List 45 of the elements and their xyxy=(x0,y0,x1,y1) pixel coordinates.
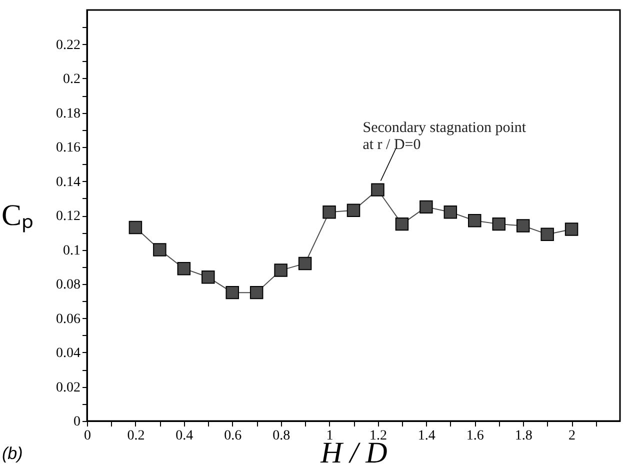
y-tick-label: 0.1 xyxy=(63,243,80,258)
y-tick-label: 0.16 xyxy=(56,140,80,156)
point xyxy=(298,256,312,270)
x-tick-label: 2 xyxy=(568,428,576,444)
y-tick-label: 0.06 xyxy=(56,312,80,327)
y-tick-label: 0 xyxy=(74,414,80,430)
point xyxy=(250,286,264,300)
y-tick-label: 0.04 xyxy=(56,346,80,361)
y-tick-label: 0.22 xyxy=(56,38,80,53)
x-tick-label: 1.4 xyxy=(418,428,436,444)
point xyxy=(202,270,215,284)
point xyxy=(274,264,288,277)
x-tick-label: 1.6 xyxy=(466,428,484,444)
point xyxy=(322,205,336,219)
point xyxy=(516,219,530,232)
point xyxy=(371,183,384,196)
x-tick-label: 0 xyxy=(84,428,91,444)
point xyxy=(153,243,166,256)
point xyxy=(128,220,142,234)
y-tick-label: 0.2 xyxy=(63,72,80,87)
x-tick-label: 0.6 xyxy=(224,428,242,444)
point xyxy=(444,205,458,219)
x-tick-label: 0.8 xyxy=(272,428,290,444)
y-tick-label: 0.08 xyxy=(56,278,80,292)
point xyxy=(492,217,506,231)
y-tick-label: 0.12 xyxy=(56,209,80,224)
point xyxy=(346,204,360,217)
point xyxy=(564,222,578,236)
y-tick-label: 0.02 xyxy=(56,380,80,396)
annotation: Secondary stagnation point at r / D=0 xyxy=(362,120,527,153)
text: (b) xyxy=(2,444,23,463)
y-tick-label: 0.14 xyxy=(56,174,80,190)
y-axis-title: Cₚ xyxy=(1,199,34,233)
x-tick-label: 0.2 xyxy=(127,428,145,444)
x-tick-label: 1 xyxy=(326,428,334,444)
point xyxy=(540,228,554,241)
point xyxy=(226,286,239,300)
x-tick-label: 1.8 xyxy=(514,428,532,444)
x-tick-label: 1.2 xyxy=(369,428,387,444)
point xyxy=(468,214,482,228)
y-tick-label: 0.18 xyxy=(56,106,80,122)
point xyxy=(395,217,409,231)
x-tick-label: 0.4 xyxy=(176,428,194,444)
point xyxy=(420,200,433,214)
point xyxy=(177,262,191,276)
